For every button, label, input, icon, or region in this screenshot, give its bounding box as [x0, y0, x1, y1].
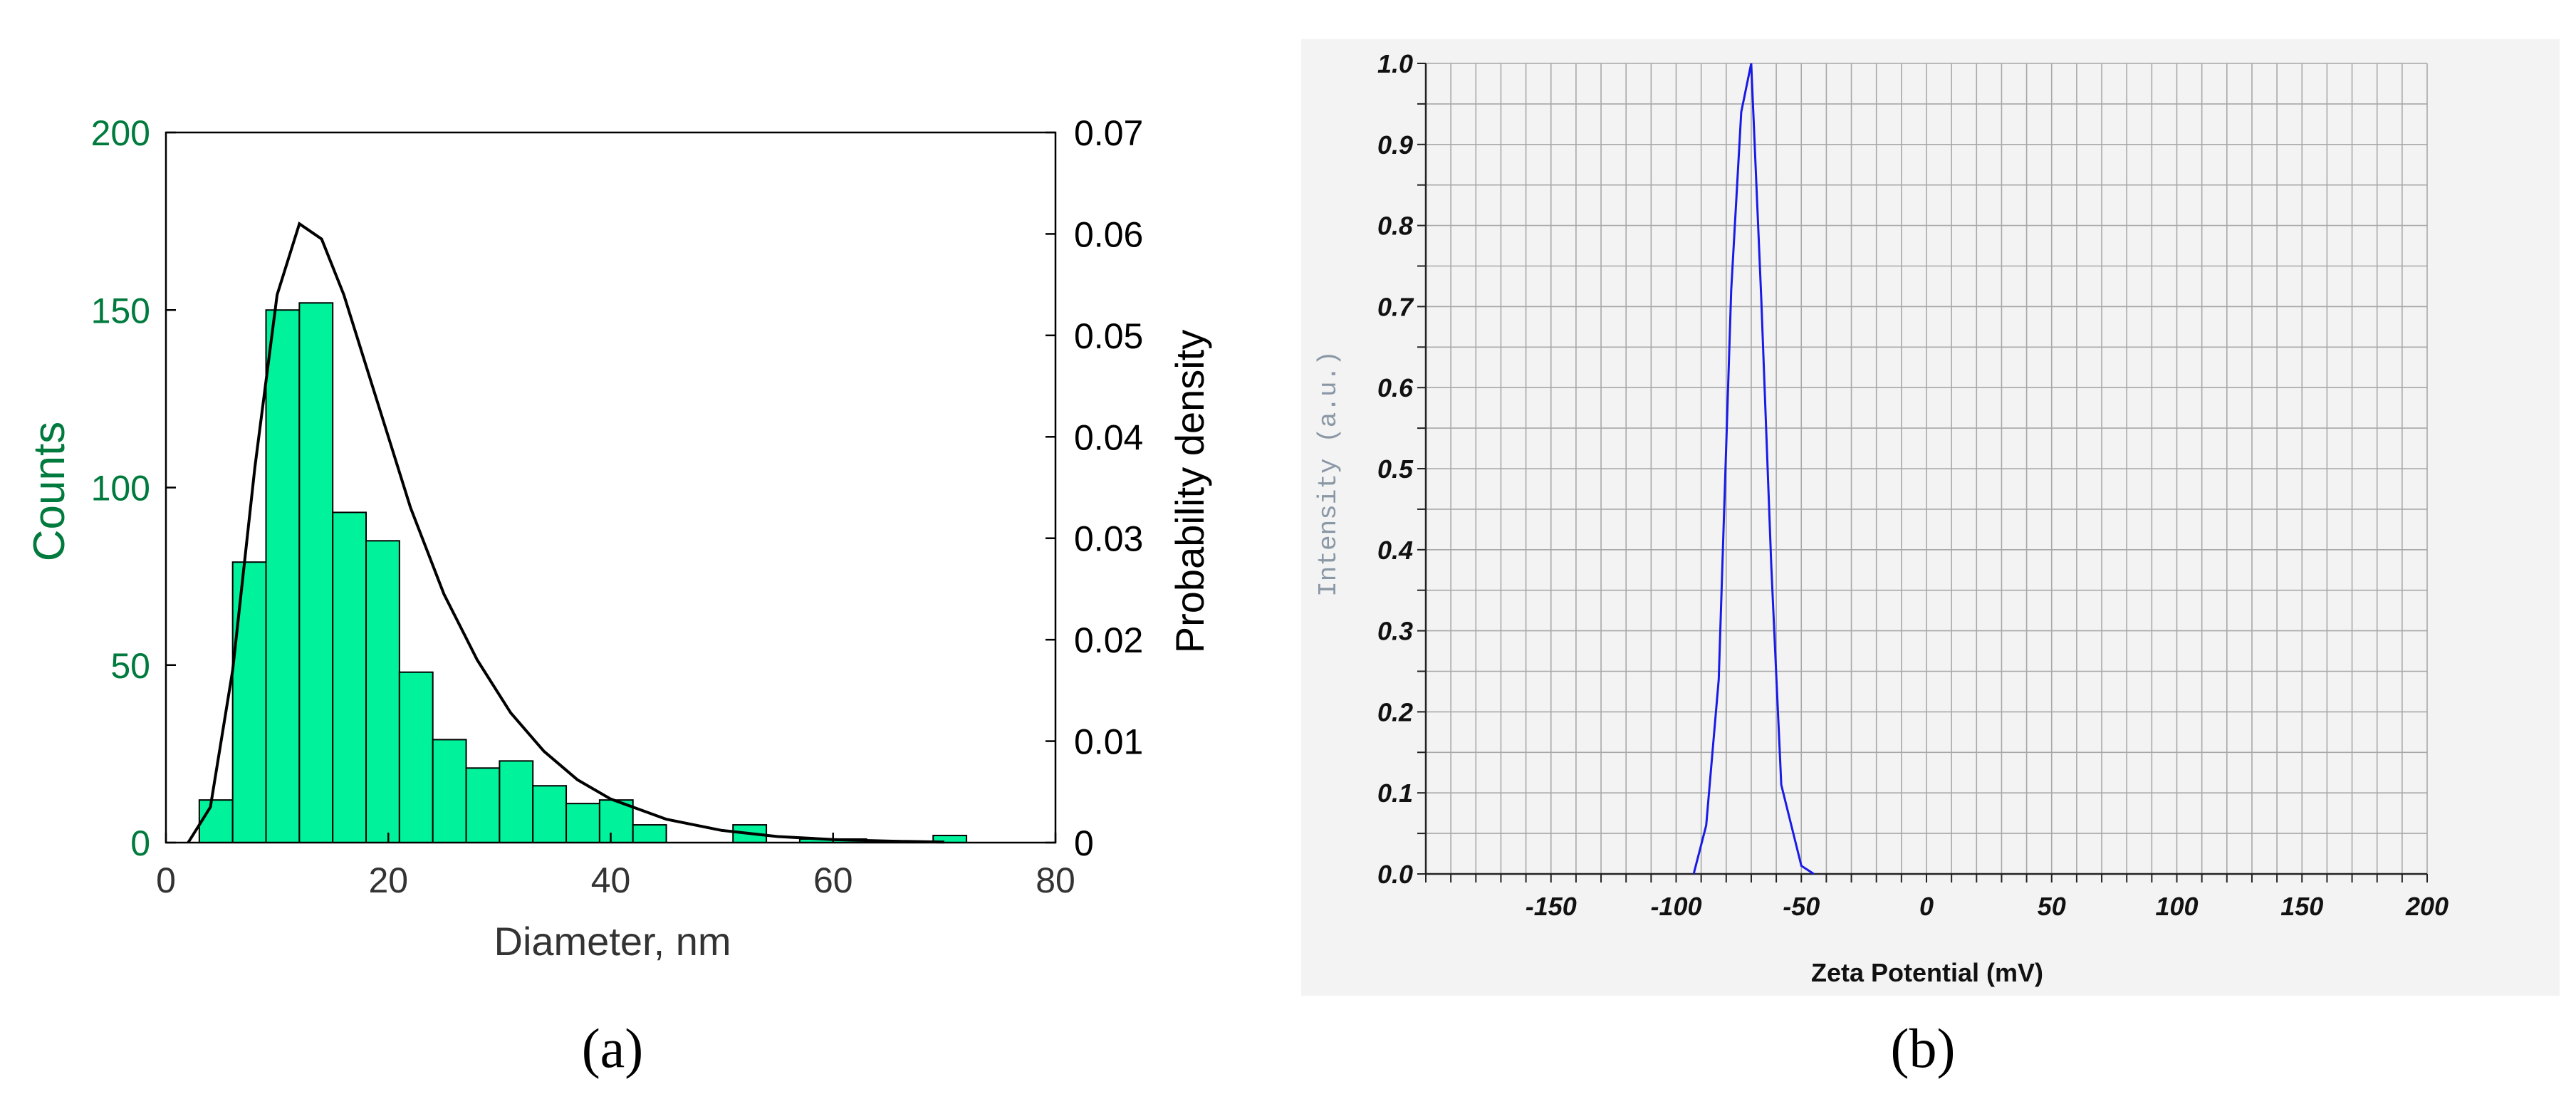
histogram-bar: [198, 799, 234, 844]
fit-curve: [187, 222, 944, 844]
x-axis-label: Zeta Potential (mV): [1811, 958, 2043, 987]
x-axis-ticks: 0 20 40 60 80: [156, 833, 1075, 900]
y2-tick-label: 0.04: [1074, 417, 1143, 457]
histogram-bar: [565, 803, 600, 844]
y-tick-label: 0.0: [1377, 860, 1413, 889]
y-tick-label: 100: [91, 469, 150, 509]
histogram-bar: [632, 824, 667, 843]
y2-tick-label: 0.07: [1074, 113, 1143, 153]
y2-tick-label: 0: [1074, 823, 1094, 863]
y-tick-label: 0.3: [1377, 617, 1413, 646]
y-tick-label: 0.1: [1377, 778, 1413, 808]
y-tick-label: 0.7: [1377, 292, 1414, 321]
y-tick-label: 0.9: [1377, 130, 1413, 160]
y2-tick-label: 0.05: [1074, 316, 1143, 356]
y2-tick-label: 0.03: [1074, 519, 1143, 559]
panel-a-histogram: 0 20 40 60 80 0 50 100 150 200 0 0.01 0.02 0.03 0.04…: [25, 113, 1212, 1079]
x-tick-label: 20: [368, 860, 408, 900]
x-tick-label: 100: [2155, 892, 2198, 921]
y-axis-label: Intensity (a.u.): [1314, 350, 1343, 597]
histogram-bar: [298, 302, 334, 843]
panel-background: [1301, 39, 2560, 996]
y-axis-ticks: 0 50 100 150 200: [91, 113, 176, 863]
y2-tick-label: 0.01: [1074, 722, 1143, 762]
y-tick-label: 150: [91, 291, 150, 330]
x-tick-label: -150: [1526, 892, 1577, 921]
x-tick-label: 80: [1036, 860, 1075, 900]
y-axis-ticks: 0.0 0.1 0.2 0.3 0.4 0.5 0.6 0.7 0.8 0.9 1.0: [1377, 49, 1414, 889]
histogram-bar: [432, 739, 467, 844]
histogram-bar: [465, 767, 501, 843]
x-tick-label: 0: [1919, 892, 1934, 921]
y-tick-label: 0.8: [1377, 212, 1413, 241]
histogram-bar: [231, 561, 267, 843]
y-tick-label: 0.6: [1377, 373, 1414, 402]
x-axis-label: Diameter, nm: [494, 919, 731, 964]
histogram-bar: [365, 540, 400, 844]
y2-axis-label: Probability density: [1167, 330, 1212, 653]
y2-tick-label: 0.06: [1074, 214, 1143, 254]
panel-b-zeta-potential: -150 -100 -50 0 50 100 150 200 0.00.10.20.30.40…: [1301, 39, 2560, 1079]
panel-label-b: (b): [1891, 1017, 1956, 1079]
y-tick-label: 0.5: [1377, 454, 1414, 484]
y-tick-label: 0.4: [1377, 536, 1413, 565]
y2-tick-label: 0.02: [1074, 620, 1143, 660]
y-tick-label: 0.2: [1377, 697, 1413, 727]
y-axis-label: Counts: [25, 422, 74, 561]
y-tick-label: 200: [91, 113, 150, 153]
x-tick-label: -100: [1650, 892, 1701, 921]
histogram-bar: [499, 760, 534, 843]
zeta-intensity-line: [1692, 63, 1815, 875]
x-tick-label: 0: [156, 860, 176, 900]
x-tick-label: 60: [813, 860, 853, 900]
x-tick-label: 40: [591, 860, 631, 900]
x-tick-label: 150: [2280, 892, 2323, 921]
histogram-bar: [532, 785, 568, 843]
x-axis-ticks: -150 -100 -50 0 50 100 150 200: [1526, 892, 2449, 921]
y-tick-label: 1.0: [1377, 49, 1413, 78]
y2-axis-ticks: 0 0.01 0.02 0.03 0.04 0.05 0.06 0.07: [1045, 113, 1143, 863]
histogram-bars: [198, 302, 968, 844]
histogram-bar: [398, 671, 434, 843]
y-tick-label: 50: [110, 646, 150, 686]
x-tick-label: 50: [2038, 892, 2066, 921]
y-tick-label: 0: [130, 823, 150, 863]
x-tick-label: -50: [1783, 892, 1820, 921]
grid-lines: [1417, 63, 2428, 882]
panel-label-a: (a): [582, 1017, 644, 1079]
histogram-bar: [332, 511, 367, 844]
x-tick-label: 200: [2405, 892, 2449, 921]
histogram-bar: [265, 309, 301, 843]
